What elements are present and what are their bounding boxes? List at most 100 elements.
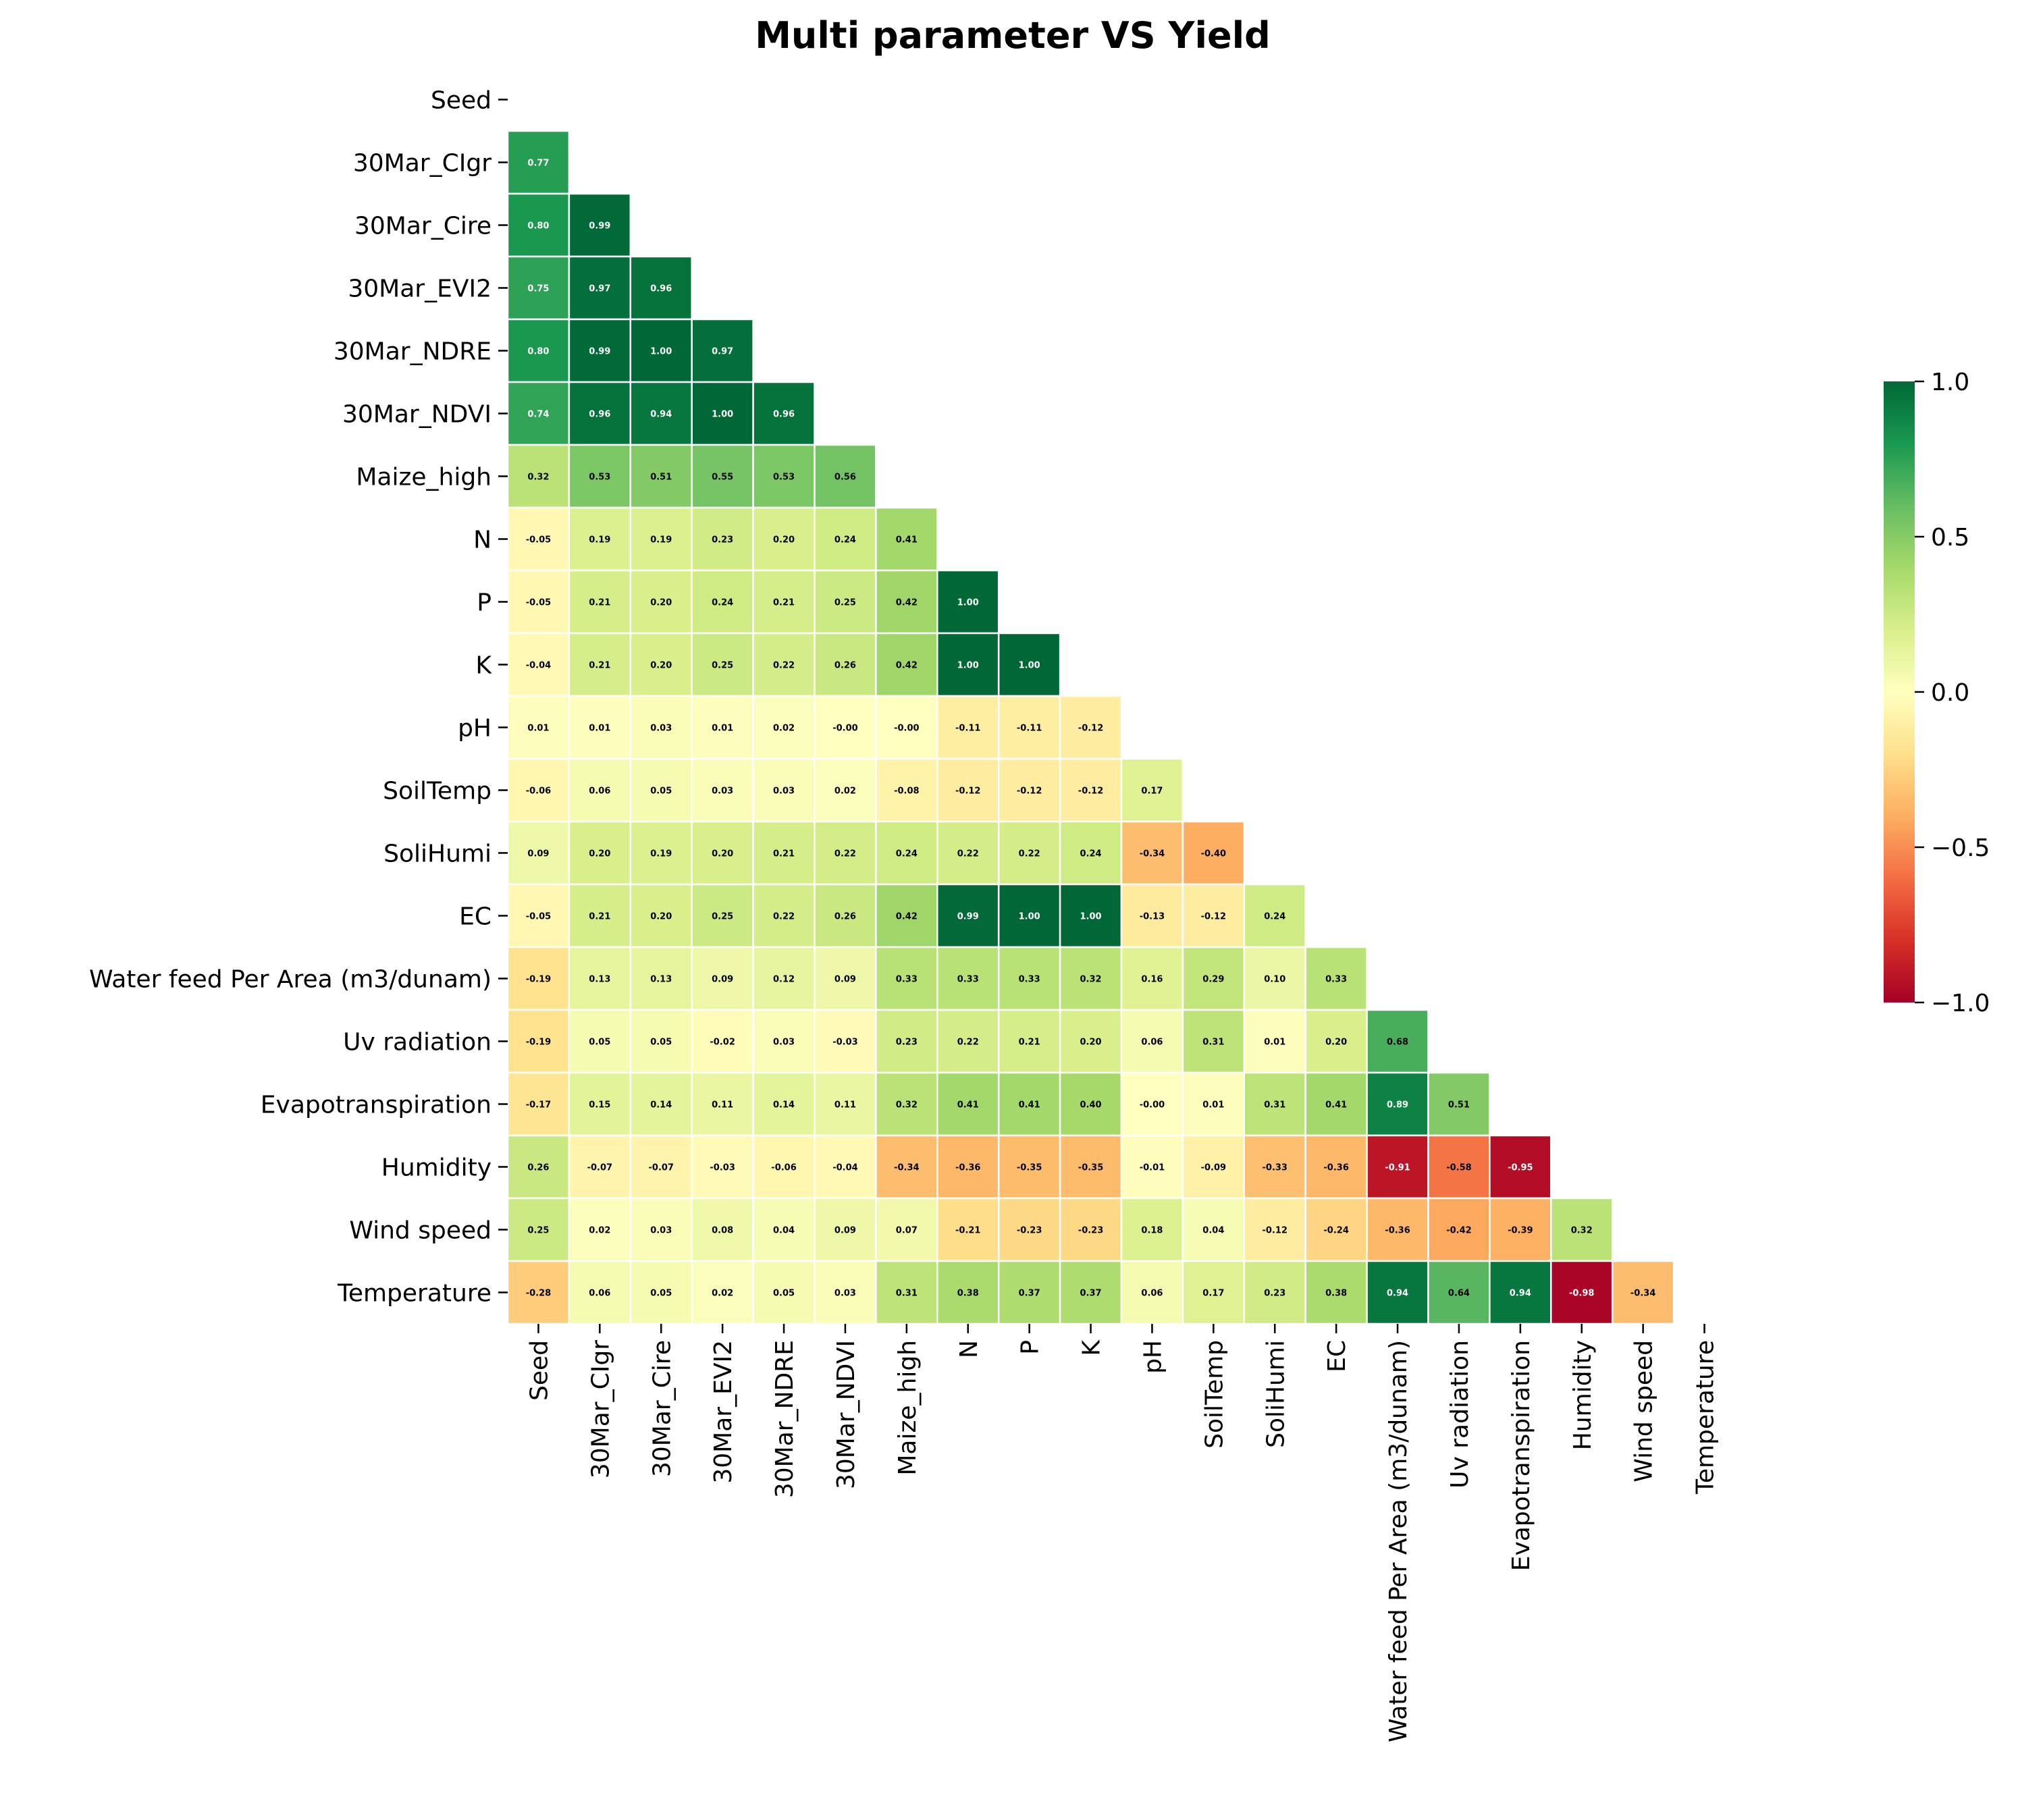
heatmap-cell: -0.36 [1304, 1134, 1368, 1200]
cell-value: 0.32 [527, 473, 549, 483]
cell-value: -0.02 [710, 1038, 735, 1048]
cell-fill [997, 757, 1061, 823]
heatmap-cell: -0.36 [1366, 1197, 1429, 1262]
y-tick-label: Wind speed [349, 1217, 492, 1245]
cell-value: 0.19 [650, 535, 672, 545]
heatmap-cell: 0.05 [629, 1260, 693, 1325]
cell-value: 0.64 [1448, 1289, 1470, 1299]
cell-value: 1.00 [957, 598, 979, 608]
cell-value: -0.08 [894, 786, 919, 797]
cell-fill [506, 757, 570, 823]
cell-value: 0.42 [896, 912, 918, 922]
heatmap-cell: 0.20 [752, 506, 816, 572]
cell-fill [1181, 1134, 1246, 1200]
cell-fill [506, 883, 570, 948]
y-axis-ticks: Seed 30Mar_CIgr 30Mar_Cire 30Mar_EVI2 30Mar_… [89, 87, 508, 1308]
cell-fill [1304, 1009, 1368, 1074]
cell-value: 1.00 [1080, 912, 1102, 922]
heatmap-cell: -0.35 [1059, 1134, 1123, 1200]
cell-fill [1550, 1260, 1614, 1325]
heatmap-cell: 0.51 [1427, 1071, 1491, 1137]
heatmap-cell: 0.41 [936, 1071, 1000, 1137]
cell-fill [629, 1134, 693, 1200]
cell-value: 0.21 [1019, 1038, 1040, 1048]
heatmap-cell: 0.53 [568, 444, 632, 509]
x-tick-label: Temperature [1692, 1340, 1720, 1495]
cell-value: 0.03 [773, 1038, 795, 1048]
y-tick-label: Maize_high [356, 464, 492, 491]
heatmap-cell: 0.51 [629, 444, 693, 509]
heatmap-cell: 0.23 [691, 506, 754, 572]
cell-value: -0.91 [1385, 1163, 1410, 1173]
cell-value: 0.18 [1141, 1226, 1163, 1236]
cell-value: -0.19 [526, 1038, 551, 1048]
cell-fill [1304, 946, 1368, 1011]
cell-value: 0.24 [1264, 912, 1285, 922]
cell-value: -0.33 [1263, 1163, 1287, 1173]
cell-value: 0.31 [896, 1289, 918, 1299]
x-tick-label: P [1017, 1340, 1044, 1355]
heatmap-cell: 0.03 [814, 1260, 877, 1325]
heatmap-cell: -0.12 [1181, 883, 1246, 948]
heatmap-cell: 0.38 [936, 1260, 1000, 1325]
cell-fill [1059, 1260, 1123, 1325]
cell-fill [1304, 1134, 1368, 1200]
cell-value: -0.23 [1078, 1226, 1103, 1236]
heatmap-cell: 0.21 [752, 820, 816, 886]
heatmap-cell: 0.99 [568, 318, 632, 383]
heatmap-cell: 0.20 [1304, 1009, 1368, 1074]
cell-value: 0.32 [1080, 975, 1102, 985]
cell-fill [691, 444, 754, 509]
heatmap-cell: 0.22 [752, 883, 816, 948]
heatmap-cell: 0.04 [752, 1197, 816, 1262]
cell-value: 0.51 [650, 473, 672, 483]
heatmap-cell: -0.34 [1611, 1260, 1675, 1325]
cell-fill [629, 820, 693, 886]
cell-value: -0.42 [1446, 1226, 1471, 1236]
cell-fill [568, 444, 632, 509]
heatmap-cell: 0.96 [629, 255, 693, 321]
heatmap-cell: 0.05 [629, 1009, 693, 1074]
heatmap-cell: 0.01 [1243, 1009, 1306, 1074]
cell-value: 0.96 [773, 410, 795, 420]
y-tick-label: SoliHumi [383, 840, 492, 868]
cell-fill [506, 192, 570, 258]
cell-fill [752, 695, 816, 760]
colorbar-tick-label: 0.5 [1931, 524, 1969, 552]
cell-value: -0.06 [771, 1163, 796, 1173]
cell-fill [814, 820, 877, 886]
cell-fill [629, 255, 693, 321]
cell-value: 0.94 [1387, 1289, 1408, 1299]
heatmap-cell: -0.34 [875, 1134, 938, 1200]
cell-fill [814, 632, 877, 697]
cell-value: 0.51 [1448, 1100, 1470, 1110]
y-tick-label: 30Mar_NDVI [342, 401, 492, 429]
cell-value: 0.40 [1080, 1100, 1102, 1110]
cell-value: 0.74 [527, 410, 549, 420]
cell-value: -0.00 [1140, 1100, 1165, 1110]
cell-value: 0.20 [1325, 1038, 1347, 1048]
cell-value: 0.23 [1264, 1289, 1285, 1299]
y-tick-label: 30Mar_Cire [354, 213, 492, 240]
cell-fill [1366, 1134, 1429, 1200]
cell-fill [691, 883, 754, 948]
heatmap-cell: 0.01 [1181, 1071, 1246, 1137]
cell-value: 0.37 [1080, 1289, 1102, 1299]
heatmap-cell: -0.98 [1550, 1260, 1614, 1325]
cell-fill [691, 820, 754, 886]
heatmap-cell: -0.07 [568, 1134, 632, 1200]
heatmap-cell: 0.26 [814, 632, 877, 697]
cell-value: 0.01 [527, 724, 549, 734]
cell-value: 0.26 [834, 912, 856, 922]
cell-value: -0.13 [1140, 912, 1165, 922]
cell-fill [691, 318, 754, 383]
heatmap-cell: 0.10 [1243, 946, 1306, 1011]
heatmap-cell: 0.13 [568, 946, 632, 1011]
cell-value: 0.06 [1141, 1038, 1163, 1048]
cell-value: -0.11 [955, 724, 980, 734]
heatmap-cell: 0.22 [936, 820, 1000, 886]
x-tick-label: Seed [525, 1340, 553, 1401]
heatmap-cell: 0.19 [629, 506, 693, 572]
cell-value: 0.06 [589, 786, 610, 797]
cell-value: 0.42 [896, 661, 918, 671]
